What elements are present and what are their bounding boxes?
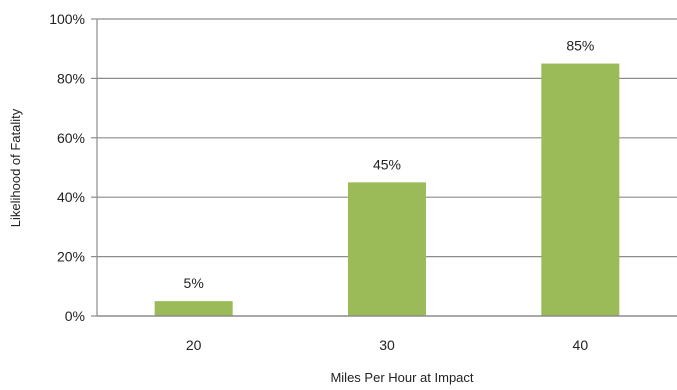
y-tick-label: 100% <box>49 11 85 27</box>
data-label: 85% <box>566 38 594 54</box>
x-tick-label: 40 <box>573 337 589 353</box>
labels: 0% 20% 40% 60% 80% 100% 5% 20 45% 30 85% 40 <box>49 11 594 353</box>
y-tick-label: 40% <box>57 189 85 205</box>
x-axis-title: Miles Per Hour at Impact <box>330 370 473 385</box>
bar-20 <box>154 301 233 316</box>
axes <box>96 19 677 317</box>
data-label: 45% <box>373 156 401 172</box>
y-tick-label: 80% <box>57 70 85 86</box>
x-tick-label: 30 <box>379 337 395 353</box>
bar-40 <box>541 63 620 316</box>
bars <box>154 63 620 316</box>
y-tick-label: 20% <box>57 249 85 265</box>
bar-30 <box>348 182 426 316</box>
y-axis-title: Likelihood of Fatality <box>8 108 23 227</box>
y-tick-label: 60% <box>57 130 85 146</box>
y-tick-label: 0% <box>65 308 85 324</box>
x-tick-label: 20 <box>186 337 202 353</box>
data-label: 5% <box>184 275 204 291</box>
